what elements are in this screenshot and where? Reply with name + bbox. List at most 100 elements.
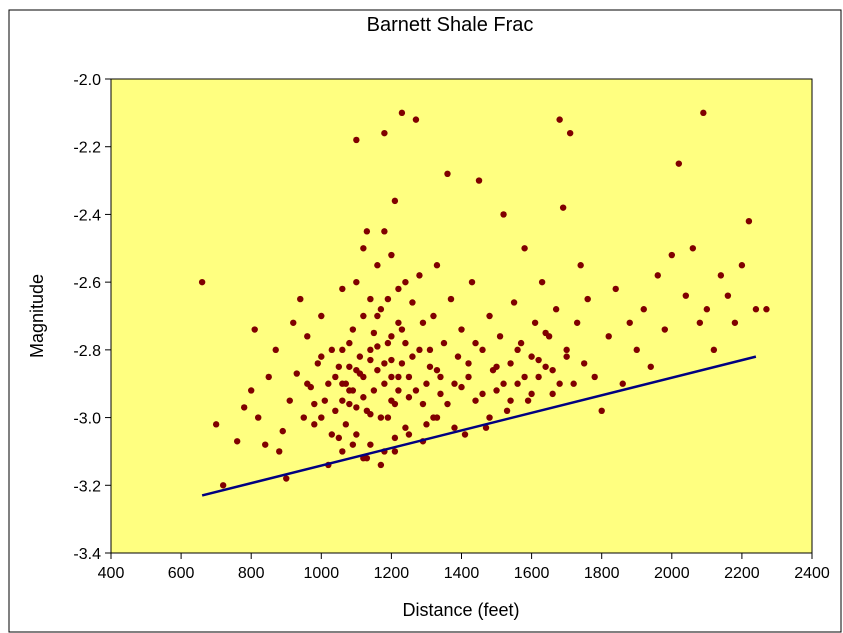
data-point [573, 319, 581, 326]
data-point [381, 129, 388, 137]
data-point [500, 211, 507, 218]
data-point [461, 431, 469, 438]
data-point [633, 346, 640, 354]
x-tick-label: 1400 [444, 565, 480, 582]
data-point [346, 363, 353, 370]
data-point [412, 116, 420, 123]
data-point [255, 414, 262, 421]
data-point [395, 285, 402, 293]
data-point [524, 397, 532, 404]
data-point [475, 177, 483, 184]
x-tick-label: 2000 [654, 565, 690, 582]
data-point [339, 397, 346, 404]
data-point [318, 353, 325, 360]
data-point [349, 441, 357, 448]
trend-line-group [201, 355, 757, 497]
data-point [682, 292, 690, 299]
data-point [374, 312, 381, 320]
data-point [437, 373, 444, 381]
data-point [367, 295, 374, 303]
data-point [549, 366, 556, 374]
data-point [419, 400, 427, 408]
data-point [405, 431, 413, 438]
data-point [318, 312, 325, 320]
data-point [391, 197, 399, 205]
data-point [465, 360, 472, 367]
data-point [458, 383, 465, 391]
data-point [328, 346, 336, 354]
data-point [566, 129, 574, 137]
data-point [423, 421, 430, 428]
data-point [314, 360, 321, 367]
x-tick-label: 2200 [724, 565, 760, 582]
data-point [353, 431, 360, 438]
data-point [496, 333, 504, 340]
data-point [503, 407, 511, 414]
data-point [717, 272, 725, 279]
data-point [556, 380, 563, 387]
data-point [391, 400, 399, 408]
data-point [416, 346, 423, 354]
data-point [395, 387, 402, 394]
data-point [360, 394, 367, 401]
data-point [325, 380, 332, 387]
y-tick-label: -2.2 [73, 140, 101, 157]
data-point [398, 109, 406, 117]
data-point [349, 326, 357, 333]
data-point [703, 306, 711, 313]
data-point [500, 380, 507, 387]
data-point [374, 262, 381, 269]
data-point [426, 346, 434, 354]
data-point [353, 136, 360, 144]
data-point [233, 438, 241, 445]
data-point [293, 370, 300, 377]
data-point [332, 407, 339, 414]
x-tick-label: 1600 [514, 565, 550, 582]
data-point [724, 292, 732, 299]
data-point [444, 170, 451, 177]
data-point [402, 424, 409, 431]
data-point [405, 394, 413, 401]
data-point [384, 295, 392, 303]
data-point [398, 326, 406, 333]
y-tick-label: -2.8 [73, 343, 101, 360]
data-point [367, 441, 374, 448]
data-point [339, 380, 346, 387]
data-point [391, 434, 399, 442]
data-point [479, 390, 486, 398]
data-point [605, 333, 612, 340]
x-tick-label: 1000 [304, 565, 340, 582]
data-point [311, 421, 318, 428]
data-point [212, 421, 220, 428]
data-point [374, 343, 381, 350]
data-point [381, 380, 388, 387]
data-point [549, 390, 556, 398]
data-point [346, 339, 353, 347]
y-tick-label: -2.6 [73, 275, 101, 292]
data-point [367, 356, 374, 364]
data-point [381, 360, 388, 367]
data-point [433, 414, 441, 421]
data-point [321, 397, 329, 404]
data-point [640, 306, 647, 313]
data-point [440, 339, 448, 347]
data-point [493, 387, 500, 394]
data-point [276, 448, 283, 455]
data-point [339, 448, 346, 455]
data-point [510, 299, 518, 306]
scatter-points [198, 109, 770, 489]
y-tick-label: -3.2 [73, 478, 101, 495]
data-point [346, 400, 353, 408]
data-point [395, 319, 402, 326]
y-axis: -3.4 -3.2 -3.0 -2.8 -2.6 -2.4 -2.2 -2.0 [73, 72, 111, 563]
data-point [335, 434, 343, 442]
data-point [454, 353, 462, 360]
data-point [377, 461, 385, 469]
data-point [363, 455, 371, 462]
data-point [626, 319, 633, 326]
x-tick-label: 800 [238, 565, 265, 582]
data-point [367, 410, 374, 418]
x-tick-label: 1200 [374, 565, 410, 582]
data-point [584, 295, 591, 303]
data-point [507, 360, 514, 367]
